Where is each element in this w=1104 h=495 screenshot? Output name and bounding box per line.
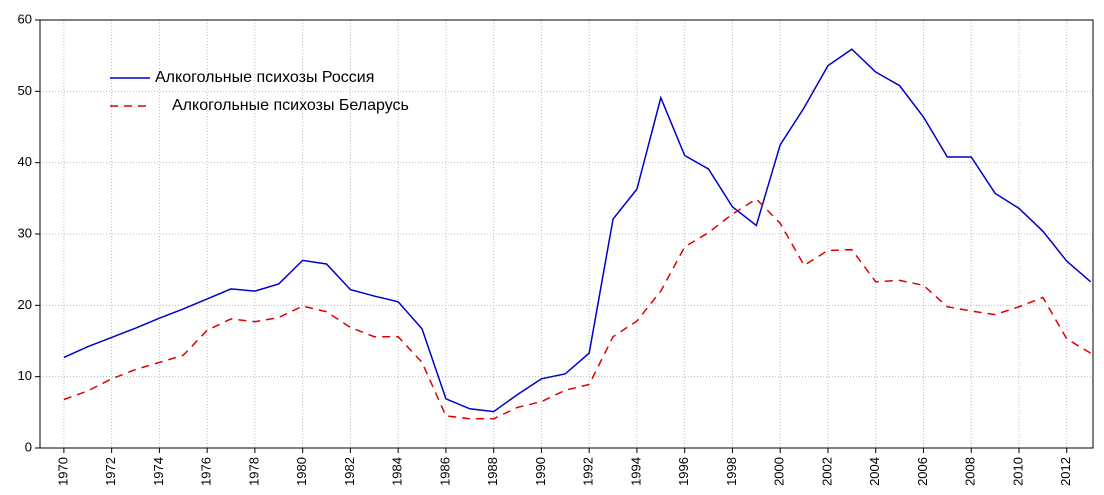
- legend-label: Алкогольные психозы Россия: [155, 69, 374, 86]
- x-tick-label: 1996: [676, 457, 691, 486]
- y-tick-label: 20: [18, 297, 32, 312]
- x-tick-label: 2002: [819, 457, 834, 486]
- series-line: [63, 48, 1092, 413]
- x-tick-label: 1990: [533, 457, 548, 486]
- x-tick-label: 1986: [437, 457, 452, 486]
- x-tick-label: 2010: [1010, 457, 1025, 486]
- x-tick-label: 1974: [151, 457, 166, 486]
- series-line: [63, 198, 1091, 420]
- x-tick-label: 1978: [246, 457, 261, 486]
- y-tick-label: 50: [18, 83, 32, 98]
- x-tick-label: 1970: [55, 457, 70, 486]
- x-tick-label: 1988: [485, 457, 500, 486]
- y-tick-label: 30: [18, 225, 32, 240]
- x-tick-label: 2006: [915, 457, 930, 486]
- x-tick-label: 1980: [294, 457, 309, 486]
- x-tick-label: 1998: [724, 457, 739, 486]
- x-tick-label: 1976: [199, 457, 214, 486]
- legend-label: Алкогольные психозы Беларусь: [172, 97, 409, 114]
- x-tick-label: 1984: [390, 457, 405, 486]
- y-tick-label: 10: [18, 368, 32, 383]
- x-tick-label: 2004: [867, 457, 882, 486]
- x-tick-label: 2000: [772, 457, 787, 486]
- plot-frame: [39, 19, 1094, 449]
- x-tick-label: 1992: [581, 457, 596, 486]
- x-tick-label: 1972: [103, 457, 118, 486]
- y-tick-label: 60: [18, 11, 32, 26]
- x-tick-label: 1994: [628, 457, 643, 486]
- x-tick-label: 2012: [1058, 457, 1073, 486]
- y-tick-label: 0: [25, 439, 32, 454]
- y-tick-label: 40: [18, 154, 32, 169]
- x-tick-label: 2008: [963, 457, 978, 486]
- x-tick-label: 1982: [342, 457, 357, 486]
